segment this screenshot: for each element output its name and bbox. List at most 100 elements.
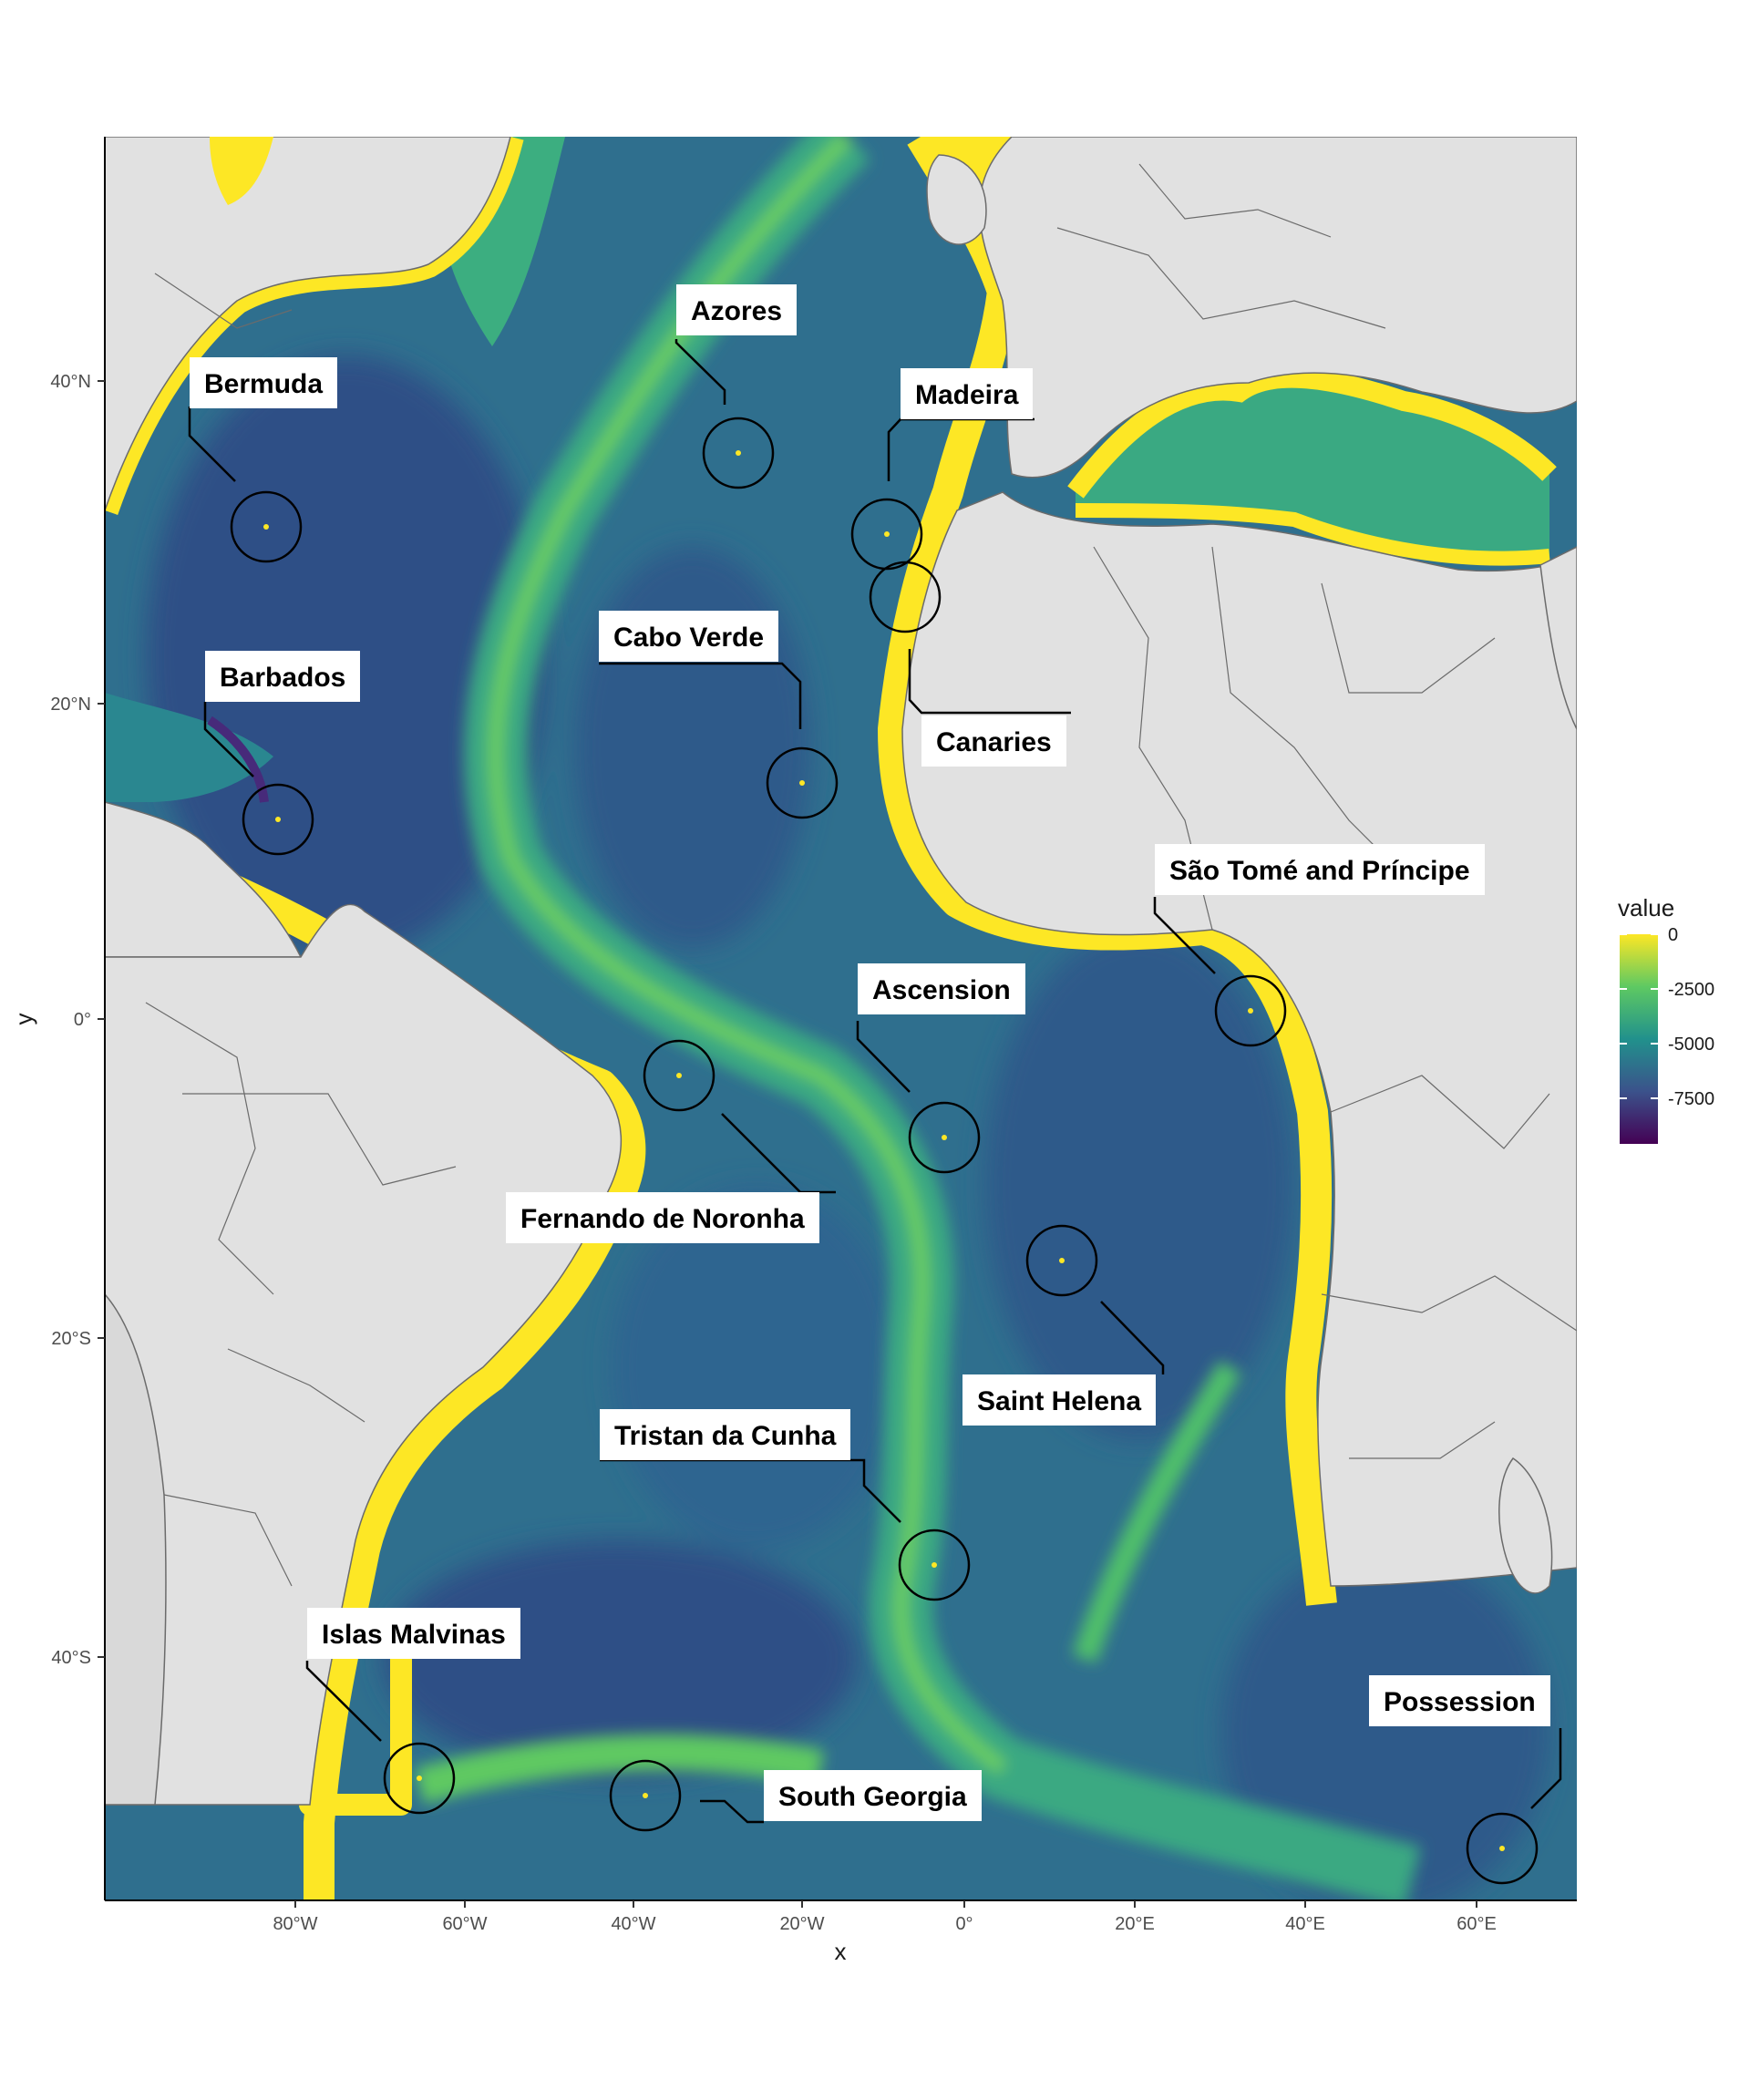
legend-tick-label: -2500 xyxy=(1668,980,1714,1000)
callout-leader xyxy=(599,662,802,729)
callout-tristan: Tristan da Cunha xyxy=(600,1409,971,1601)
callout-leader xyxy=(305,1661,382,1742)
callout-azores: Azores xyxy=(674,284,797,489)
island-mark xyxy=(799,780,805,786)
callout-leader xyxy=(188,407,236,482)
x-tick-label: 20°E xyxy=(1115,1914,1155,1934)
callout-saint-helena: Saint Helena xyxy=(962,1224,1165,1426)
greenland-shelf xyxy=(210,137,273,205)
y-axis-title: y xyxy=(10,1014,37,1025)
callout-label: Ascension xyxy=(872,975,1011,1005)
land-masses xyxy=(105,137,1577,1806)
callout-label: Fernando de Noronha xyxy=(520,1204,805,1234)
x-axis-ticks: 80°W 60°W 40°W 20°W 0° 20°E 40°E 60°E xyxy=(273,1900,1497,1934)
callout-box xyxy=(599,611,778,662)
callout-canaries: Canaries xyxy=(869,561,1071,767)
x-tick-label: 40°W xyxy=(611,1914,655,1934)
arabian-peninsula xyxy=(1539,546,1577,730)
callout-leader xyxy=(1530,1728,1562,1809)
x-tick-label: 40°E xyxy=(1285,1914,1325,1934)
y-tick-label: 20°S xyxy=(51,1329,91,1349)
legend-title: value xyxy=(1618,894,1674,921)
callout-circle xyxy=(908,1101,981,1174)
callout-circle xyxy=(1214,974,1287,1047)
callout-box xyxy=(307,1608,520,1659)
callout-circle xyxy=(702,417,775,489)
callout-label: Possession xyxy=(1384,1687,1536,1717)
callout-box xyxy=(600,1409,850,1460)
callout-label: São Tomé and Príncipe xyxy=(1169,856,1470,886)
callout-label: Islas Malvinas xyxy=(322,1620,506,1650)
callout-circle xyxy=(643,1039,715,1112)
x-tick-label: 20°W xyxy=(779,1914,824,1934)
callout-label: Canaries xyxy=(936,727,1052,757)
africa xyxy=(901,491,1577,1587)
callout-circle xyxy=(1025,1224,1098,1297)
callout-box xyxy=(1369,1675,1550,1726)
callout-circle xyxy=(766,746,839,819)
island-mark xyxy=(1248,1008,1253,1014)
callout-possession: Possession xyxy=(1369,1675,1562,1885)
island-mark xyxy=(676,1073,682,1078)
y-tick-label: 20°N xyxy=(50,695,91,715)
callout-label: Cabo Verde xyxy=(613,623,764,653)
callout-malvinas: Islas Malvinas xyxy=(305,1608,520,1815)
legend-ticks: 0 -2500 -5000 -7500 xyxy=(1620,925,1714,1109)
callout-label: Barbados xyxy=(220,663,345,693)
island-mark xyxy=(736,450,741,456)
puerto-rico-trench xyxy=(207,715,269,803)
callout-south-georgia: South Georgia xyxy=(609,1759,982,1832)
callout-label: Saint Helena xyxy=(977,1386,1141,1416)
callout-label: Azores xyxy=(691,296,782,326)
callout-circle xyxy=(869,561,942,633)
island-mark xyxy=(942,1135,947,1140)
y-tick-label: 40°N xyxy=(50,372,91,392)
island-mark xyxy=(932,1562,937,1568)
callout-circle xyxy=(242,783,314,856)
y-tick-label: 0° xyxy=(74,1010,91,1030)
island-mark xyxy=(417,1776,422,1781)
callout-box xyxy=(676,284,797,335)
callout-leader xyxy=(1153,897,1216,974)
callout-sao-tome: São Tomé and Príncipe xyxy=(1153,844,1485,1047)
callout-circle xyxy=(383,1742,456,1815)
madagascar xyxy=(1498,1457,1553,1594)
callout-label: South Georgia xyxy=(778,1782,967,1812)
callout-madeira: Madeira xyxy=(850,368,1035,571)
x-axis-title: x xyxy=(835,1938,847,1965)
legend-tick-label: -5000 xyxy=(1668,1035,1714,1055)
island-mark xyxy=(884,531,890,537)
x-tick-label: 0° xyxy=(955,1914,973,1934)
island-mark xyxy=(643,1793,648,1798)
north-america xyxy=(105,137,511,511)
callout-label: Bermuda xyxy=(204,369,323,399)
callout-box xyxy=(962,1374,1156,1426)
callout-box xyxy=(1155,844,1485,895)
andes-region xyxy=(105,1292,167,1806)
callout-bermuda: Bermuda xyxy=(188,357,337,563)
callout-cabo-verde: Cabo Verde xyxy=(599,611,839,819)
callout-label: Madeira xyxy=(915,380,1019,410)
callout-box xyxy=(921,715,1066,767)
callout-circle xyxy=(898,1529,971,1601)
depth-legend: value 0 -2500 -5000 -7500 xyxy=(1618,894,1714,1144)
callout-barbados: Barbados xyxy=(203,651,360,856)
callout-box xyxy=(205,651,360,702)
callout-ascension: Ascension xyxy=(856,963,1025,1174)
country-borders xyxy=(145,163,1577,1587)
caribbean-sea xyxy=(105,693,273,802)
callout-leader xyxy=(700,1799,764,1824)
x-tick-label: 80°W xyxy=(273,1914,317,1934)
callout-leader xyxy=(674,339,726,405)
legend-colorbar xyxy=(1620,934,1658,1144)
island-mark xyxy=(1499,1846,1505,1851)
callout-label: Tristan da Cunha xyxy=(614,1421,837,1451)
legend-tick-label: -7500 xyxy=(1668,1089,1714,1109)
callout-box xyxy=(901,368,1033,419)
x-tick-label: 60°W xyxy=(442,1914,487,1934)
mid-atlantic-ridge xyxy=(414,137,1422,1900)
callout-box xyxy=(506,1192,819,1243)
central-america xyxy=(105,801,303,958)
island-mark xyxy=(902,594,908,600)
x-tick-label: 60°E xyxy=(1457,1914,1497,1934)
